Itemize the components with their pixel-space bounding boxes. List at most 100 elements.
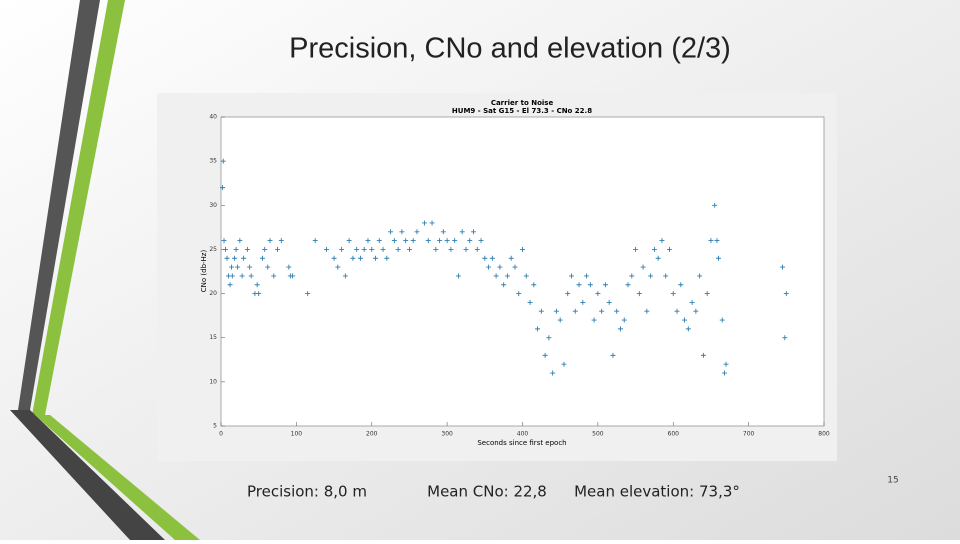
stripe	[32, 0, 125, 415]
point	[235, 264, 241, 270]
x-tick-label: 600	[668, 431, 680, 438]
x-tick-label: 300	[441, 431, 453, 438]
point	[697, 273, 703, 279]
caption: Mean CNo: 22,8	[427, 483, 547, 501]
plot-area	[220, 116, 825, 427]
point	[782, 335, 788, 341]
x-tick-label: 700	[743, 431, 755, 438]
point	[305, 291, 311, 297]
point	[244, 246, 250, 252]
y-axis-label: CNo (db-Hz)	[200, 250, 208, 293]
point	[523, 273, 529, 279]
stripe	[10, 410, 165, 540]
point	[455, 273, 461, 279]
point	[290, 273, 296, 279]
point	[395, 246, 401, 252]
point	[241, 255, 247, 261]
point	[520, 246, 525, 252]
point	[722, 370, 728, 376]
point	[422, 220, 428, 226]
point	[406, 246, 412, 252]
point	[682, 317, 688, 323]
point	[474, 246, 480, 252]
x-axis-label: Seconds since first epoch	[477, 439, 566, 447]
point	[527, 299, 533, 305]
point	[783, 291, 789, 297]
point	[674, 308, 680, 314]
point	[648, 273, 654, 279]
caption: Mean elevation: 73,3°	[574, 483, 740, 501]
point	[557, 317, 563, 323]
point	[463, 246, 469, 252]
x-tick-label: 400	[517, 431, 529, 438]
point	[271, 273, 277, 279]
point	[531, 282, 537, 288]
point	[448, 246, 454, 252]
point	[651, 246, 657, 252]
point	[644, 308, 650, 314]
point	[719, 317, 725, 323]
point	[380, 246, 386, 252]
point	[565, 291, 571, 297]
point	[220, 158, 226, 164]
x-tick-label: 0	[219, 431, 223, 438]
point	[239, 273, 245, 279]
point	[324, 246, 330, 252]
point	[478, 238, 484, 244]
point	[223, 246, 229, 252]
caption: Precision: 8,0 m	[247, 483, 367, 501]
point	[550, 370, 556, 376]
point	[346, 238, 352, 244]
point	[708, 238, 714, 244]
point	[655, 255, 661, 261]
point	[335, 264, 341, 270]
point	[640, 264, 646, 270]
page-number: 15	[887, 476, 898, 486]
point	[693, 308, 699, 314]
point	[714, 238, 720, 244]
point	[471, 229, 477, 235]
point	[625, 282, 631, 288]
point	[587, 282, 593, 288]
point	[689, 299, 695, 305]
point	[633, 246, 639, 252]
point	[248, 273, 254, 279]
point	[278, 238, 284, 244]
point	[538, 308, 544, 314]
point	[576, 282, 582, 288]
point	[425, 238, 431, 244]
point	[670, 291, 676, 297]
point	[350, 255, 356, 261]
point	[712, 202, 718, 208]
slide-title: Precision, CNo and elevation (2/3)	[289, 33, 731, 65]
y-tick-label: 15	[209, 334, 217, 341]
point	[659, 238, 665, 244]
point	[233, 246, 239, 252]
stripe	[35, 415, 200, 540]
point	[262, 246, 268, 252]
point	[384, 255, 390, 261]
point	[493, 273, 499, 279]
point	[497, 264, 503, 270]
point	[685, 326, 691, 332]
point	[275, 246, 281, 252]
point	[580, 299, 586, 305]
point	[629, 273, 635, 279]
point	[595, 291, 601, 297]
point	[614, 308, 620, 314]
point	[342, 273, 348, 279]
stripe	[18, 0, 100, 410]
point	[704, 291, 710, 297]
x-tick-label: 800	[818, 431, 830, 438]
point	[602, 282, 608, 288]
point	[354, 246, 360, 252]
y-tick-label: 25	[209, 246, 217, 253]
point	[542, 352, 548, 358]
point	[437, 238, 443, 244]
point	[501, 282, 507, 288]
point	[508, 255, 514, 261]
point	[444, 238, 450, 244]
y-tick-label: 5	[213, 423, 217, 430]
point	[617, 326, 623, 332]
